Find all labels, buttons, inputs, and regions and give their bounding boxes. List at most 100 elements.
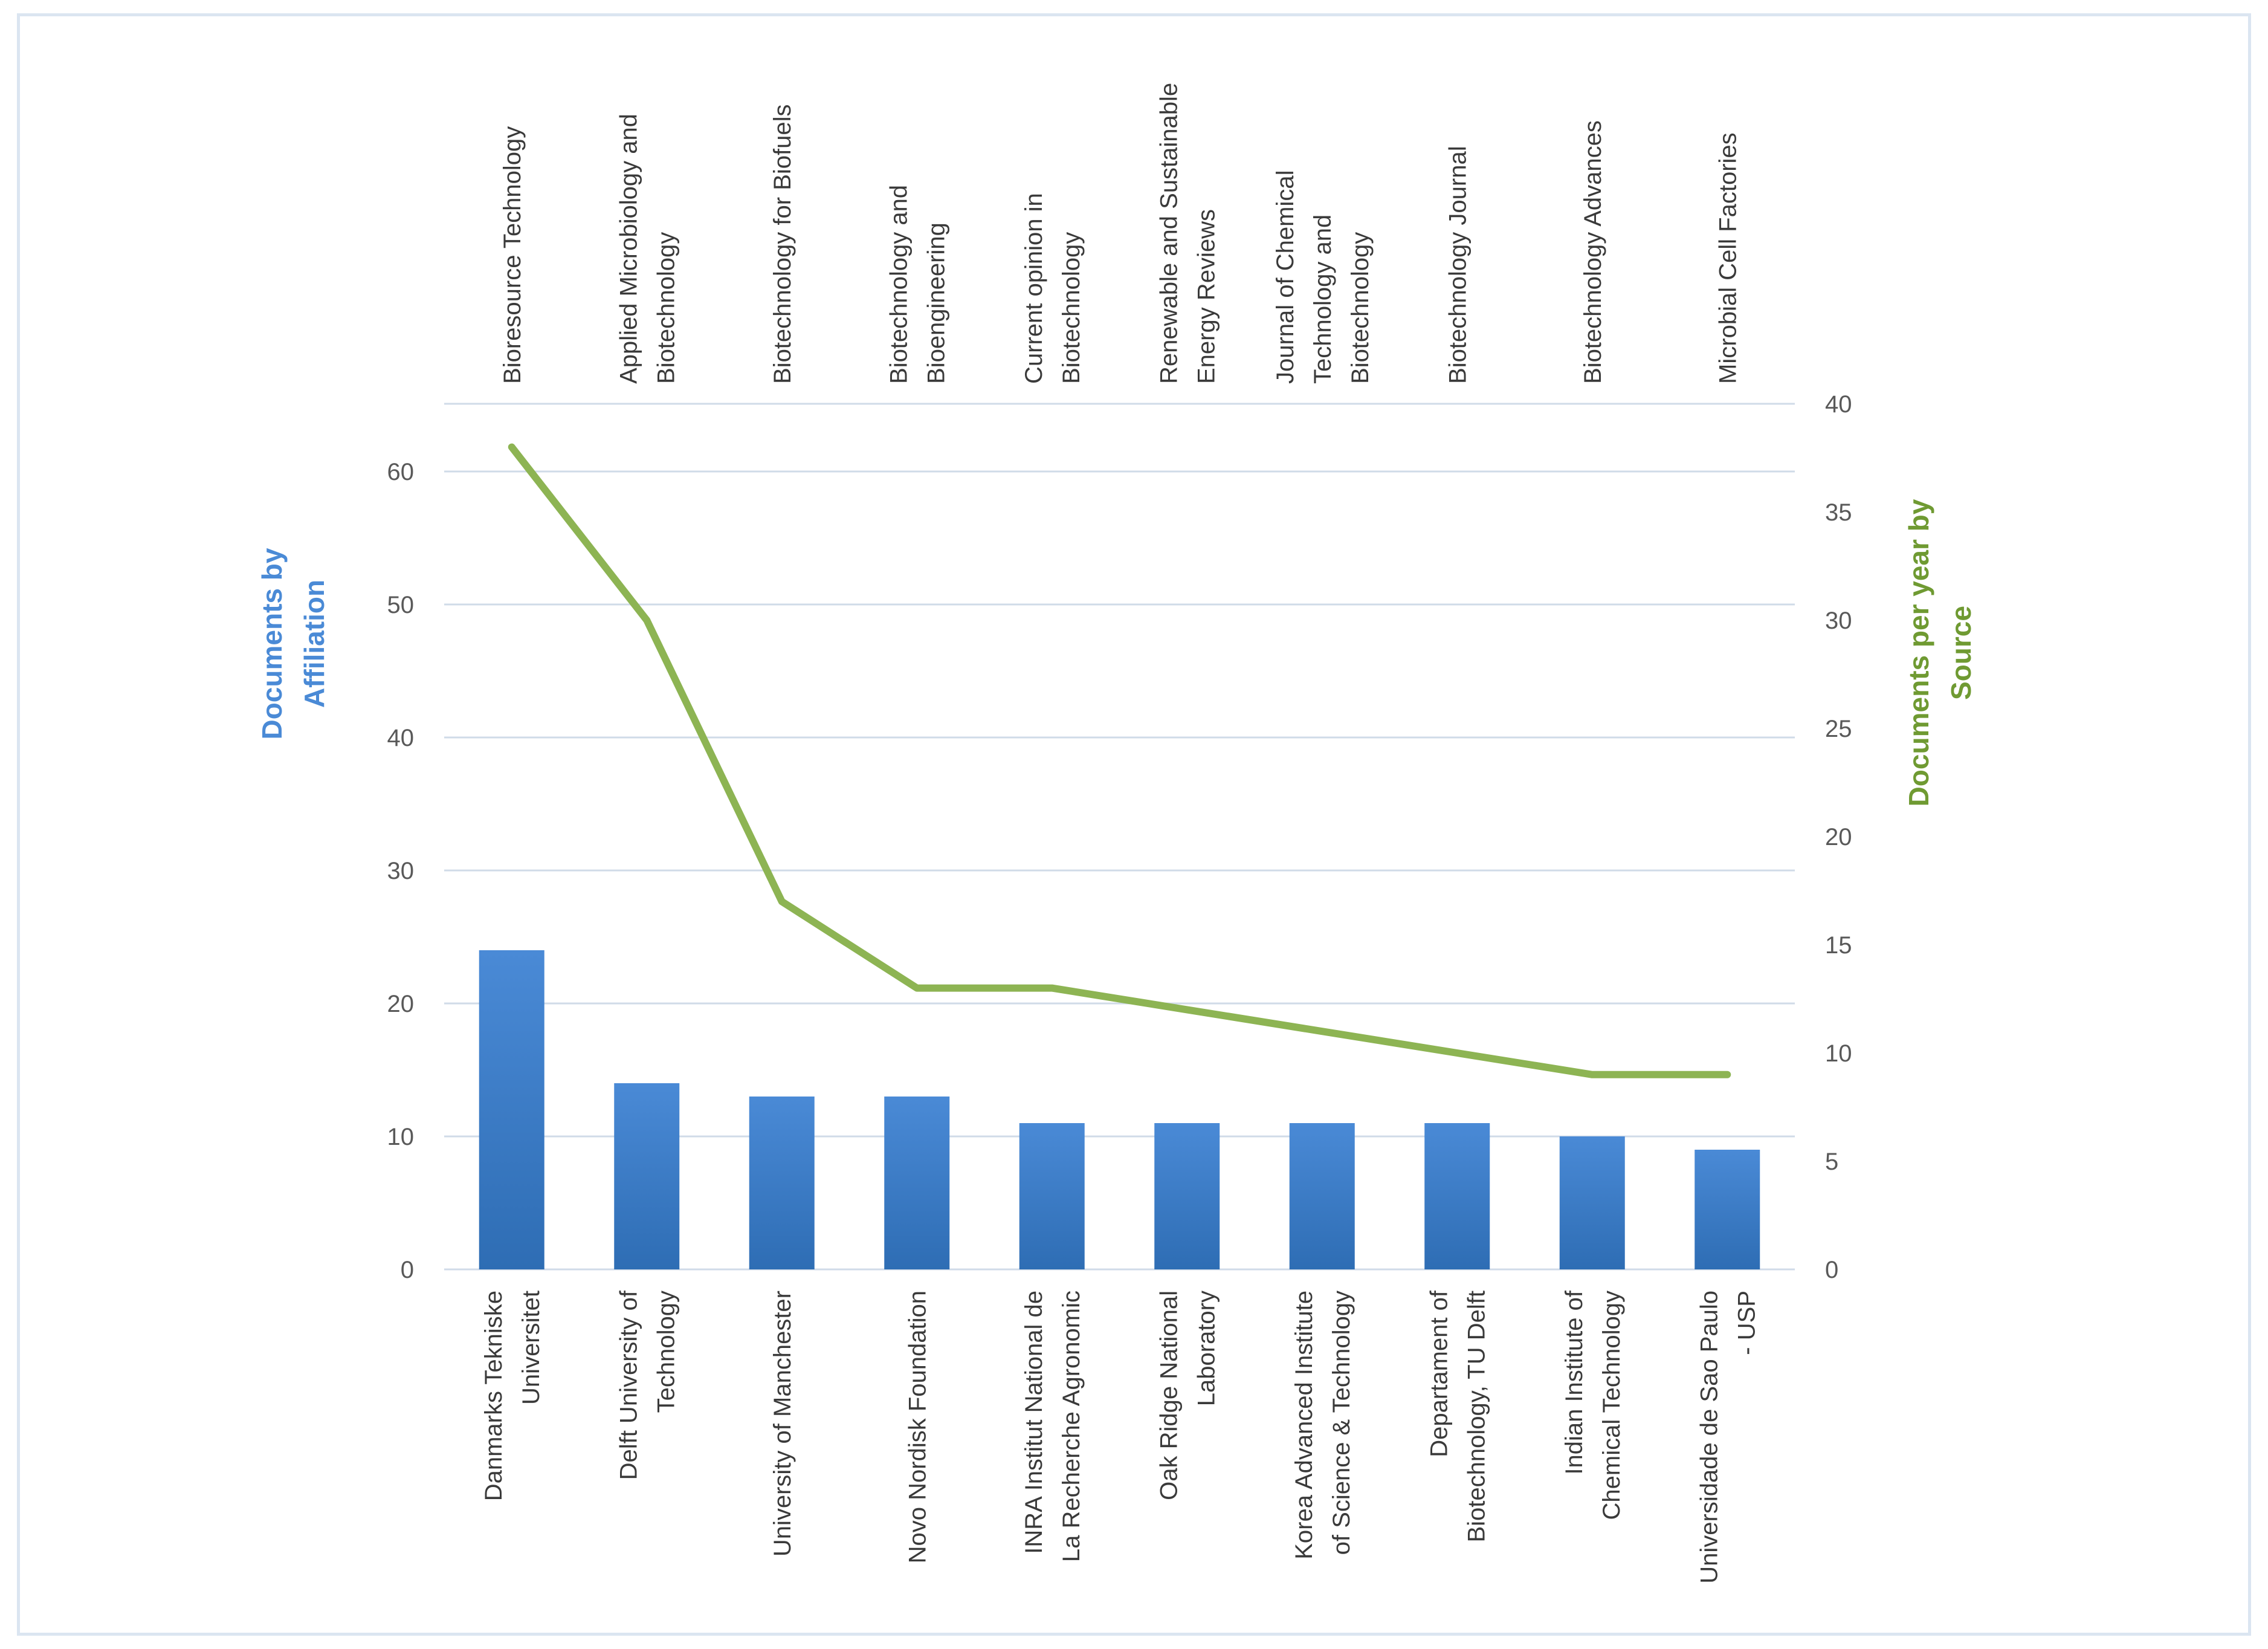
top-category-5: Current opinion in Biotechnology xyxy=(1021,193,1085,384)
bottom-category-7: Korea Advanced Institute of Science & Tec… xyxy=(1291,1291,1355,1560)
top-category-line: Biotechnology for Biofuels xyxy=(769,105,796,384)
bottom-category-line: Biotechnology, TU Delft xyxy=(1463,1291,1490,1543)
bottom-category-line: Technology xyxy=(653,1291,679,1413)
top-category-6: Renewable and Sustainable Energy Reviews xyxy=(1155,83,1220,384)
top-category-line: Technology and xyxy=(1310,215,1336,384)
bottom-category-line: Novo Nordisk Foundation xyxy=(904,1291,931,1563)
right-tick-label: 5 xyxy=(1825,1148,1838,1175)
bottom-category-9: Indian Institute of Chemical Technology xyxy=(1561,1290,1625,1520)
line-point-1 xyxy=(510,445,513,449)
right-axis-title: Documents per year by Source xyxy=(1903,499,1977,806)
top-category-line: Biotechnology xyxy=(1058,232,1085,384)
bar-10 xyxy=(1695,1150,1760,1269)
bottom-category-3: University of Manchester xyxy=(769,1291,796,1557)
bar-series xyxy=(479,950,1760,1269)
axis-titles: Documents by Affiliation Documents per yea… xyxy=(256,499,1977,806)
top-category-line: Energy Reviews xyxy=(1193,209,1220,384)
right-tick-label: 30 xyxy=(1825,607,1852,634)
top-category-line: Biotechnology xyxy=(653,232,679,384)
right-tick-label: 0 xyxy=(1825,1257,1838,1283)
bar-2 xyxy=(614,1083,680,1269)
bottom-category-line: Oak Ridge National xyxy=(1155,1291,1182,1500)
top-category-line: Applied Microbiology and xyxy=(615,114,642,384)
bar-8 xyxy=(1424,1123,1490,1269)
bottom-category-2: Delft University of Technology xyxy=(615,1290,679,1480)
top-category-line: Biotechnology Journal xyxy=(1444,146,1471,384)
line-point-10 xyxy=(1726,1073,1729,1076)
bottom-category-line: Laboratory xyxy=(1193,1291,1220,1406)
bar-7 xyxy=(1289,1123,1355,1269)
line-point-5 xyxy=(1050,986,1053,990)
left-axis-ticks: 0 10 20 30 40 50 60 xyxy=(387,459,415,1283)
bottom-category-10: Universidade de Sao Paulo - USP xyxy=(1696,1291,1760,1584)
bottom-category-line: Korea Advanced Institute xyxy=(1291,1291,1317,1560)
bottom-category-line: of Science & Technology xyxy=(1328,1291,1355,1555)
top-category-line: Renewable and Sustainable xyxy=(1155,83,1182,384)
right-tick-label: 35 xyxy=(1825,499,1852,526)
left-tick-label: 40 xyxy=(387,725,415,751)
bottom-category-4: Novo Nordisk Foundation xyxy=(904,1291,931,1563)
top-category-line: Biotechnology Advances xyxy=(1580,120,1606,384)
line-point-6 xyxy=(1186,1008,1189,1011)
right-tick-label: 10 xyxy=(1825,1040,1852,1067)
bottom-category-line: La Recherche Agronomic xyxy=(1058,1291,1085,1562)
bottom-category-line: Delft University of xyxy=(615,1290,642,1480)
right-axis-ticks: 0 5 10 15 20 25 30 35 40 xyxy=(1825,391,1852,1283)
top-category-7: Journal of Chemical Technology and Biotech… xyxy=(1272,170,1374,384)
right-tick-label: 15 xyxy=(1825,932,1852,959)
top-category-1: Bioresource Technology xyxy=(499,126,526,384)
top-category-2: Applied Microbiology and Biotechnology xyxy=(615,114,679,384)
top-category-line: Biotechnology xyxy=(1347,232,1374,384)
line-point-2 xyxy=(645,619,648,621)
top-category-9: Biotechnology Advances xyxy=(1580,120,1606,384)
right-tick-label: 20 xyxy=(1825,824,1852,850)
line-series xyxy=(508,443,1731,1078)
right-tick-label: 40 xyxy=(1825,391,1852,418)
left-tick-label: 20 xyxy=(387,991,415,1017)
bar-4 xyxy=(884,1097,950,1269)
bottom-category-line: Universidade de Sao Paulo xyxy=(1696,1291,1722,1584)
bottom-category-1: Danmarks Tekniske Universitet xyxy=(480,1291,544,1501)
top-category-line: Bioengineering xyxy=(923,222,949,384)
right-tick-label: 25 xyxy=(1825,716,1852,742)
top-category-8: Biotechnology Journal xyxy=(1444,146,1471,384)
left-tick-label: 60 xyxy=(387,459,415,485)
left-tick-label: 30 xyxy=(387,858,415,884)
right-axis-title-line: Documents per year by xyxy=(1903,499,1934,806)
bottom-category-8: Departament of Biotechnology, TU Delft xyxy=(1426,1290,1490,1542)
bottom-category-line: University of Manchester xyxy=(769,1291,796,1557)
right-axis-title-line: Source xyxy=(1945,606,1977,700)
line-point-8 xyxy=(1456,1052,1459,1054)
line-point-4 xyxy=(916,986,919,990)
bar-6 xyxy=(1154,1123,1220,1269)
line-point-9 xyxy=(1591,1073,1594,1076)
bottom-category-line: Chemical Technology xyxy=(1598,1291,1625,1520)
left-axis-title: Documents by Affiliation xyxy=(256,548,330,739)
bottom-category-line: Universitet xyxy=(518,1291,544,1405)
bottom-category-6: Oak Ridge National Laboratory xyxy=(1155,1291,1220,1500)
bar-9 xyxy=(1559,1136,1625,1269)
top-category-line: Bioresource Technology xyxy=(499,126,526,384)
left-tick-label: 50 xyxy=(387,592,415,618)
line-point-3 xyxy=(780,900,783,903)
left-axis-title-line: Documents by xyxy=(256,548,288,739)
top-category-line: Current opinion in xyxy=(1021,193,1047,384)
line-point-7 xyxy=(1320,1030,1323,1033)
top-category-line: Biotechnology and xyxy=(885,185,912,384)
bottom-category-5: INRA Institut National de La Recherche Ag… xyxy=(1021,1291,1085,1562)
bottom-category-line: Indian Institute of xyxy=(1561,1290,1588,1475)
chart-frame xyxy=(17,13,2251,1636)
top-category-labels: Bioresource Technology Applied Microbiolo… xyxy=(499,83,1742,384)
bottom-category-line: Departament of xyxy=(1426,1290,1452,1457)
left-axis-title-line: Affiliation xyxy=(299,580,330,708)
top-category-3: Biotechnology for Biofuels xyxy=(769,105,796,384)
bottom-category-line: - USP xyxy=(1733,1291,1760,1355)
bar-1 xyxy=(479,950,544,1269)
bottom-category-line: INRA Institut National de xyxy=(1021,1291,1047,1554)
bottom-category-line: Danmarks Tekniske xyxy=(480,1291,507,1501)
left-tick-label: 0 xyxy=(401,1257,414,1283)
top-category-line: Journal of Chemical xyxy=(1272,170,1299,384)
bottom-category-labels: Danmarks Tekniske Universitet Delft Univer… xyxy=(480,1290,1760,1584)
left-tick-label: 10 xyxy=(387,1124,415,1150)
